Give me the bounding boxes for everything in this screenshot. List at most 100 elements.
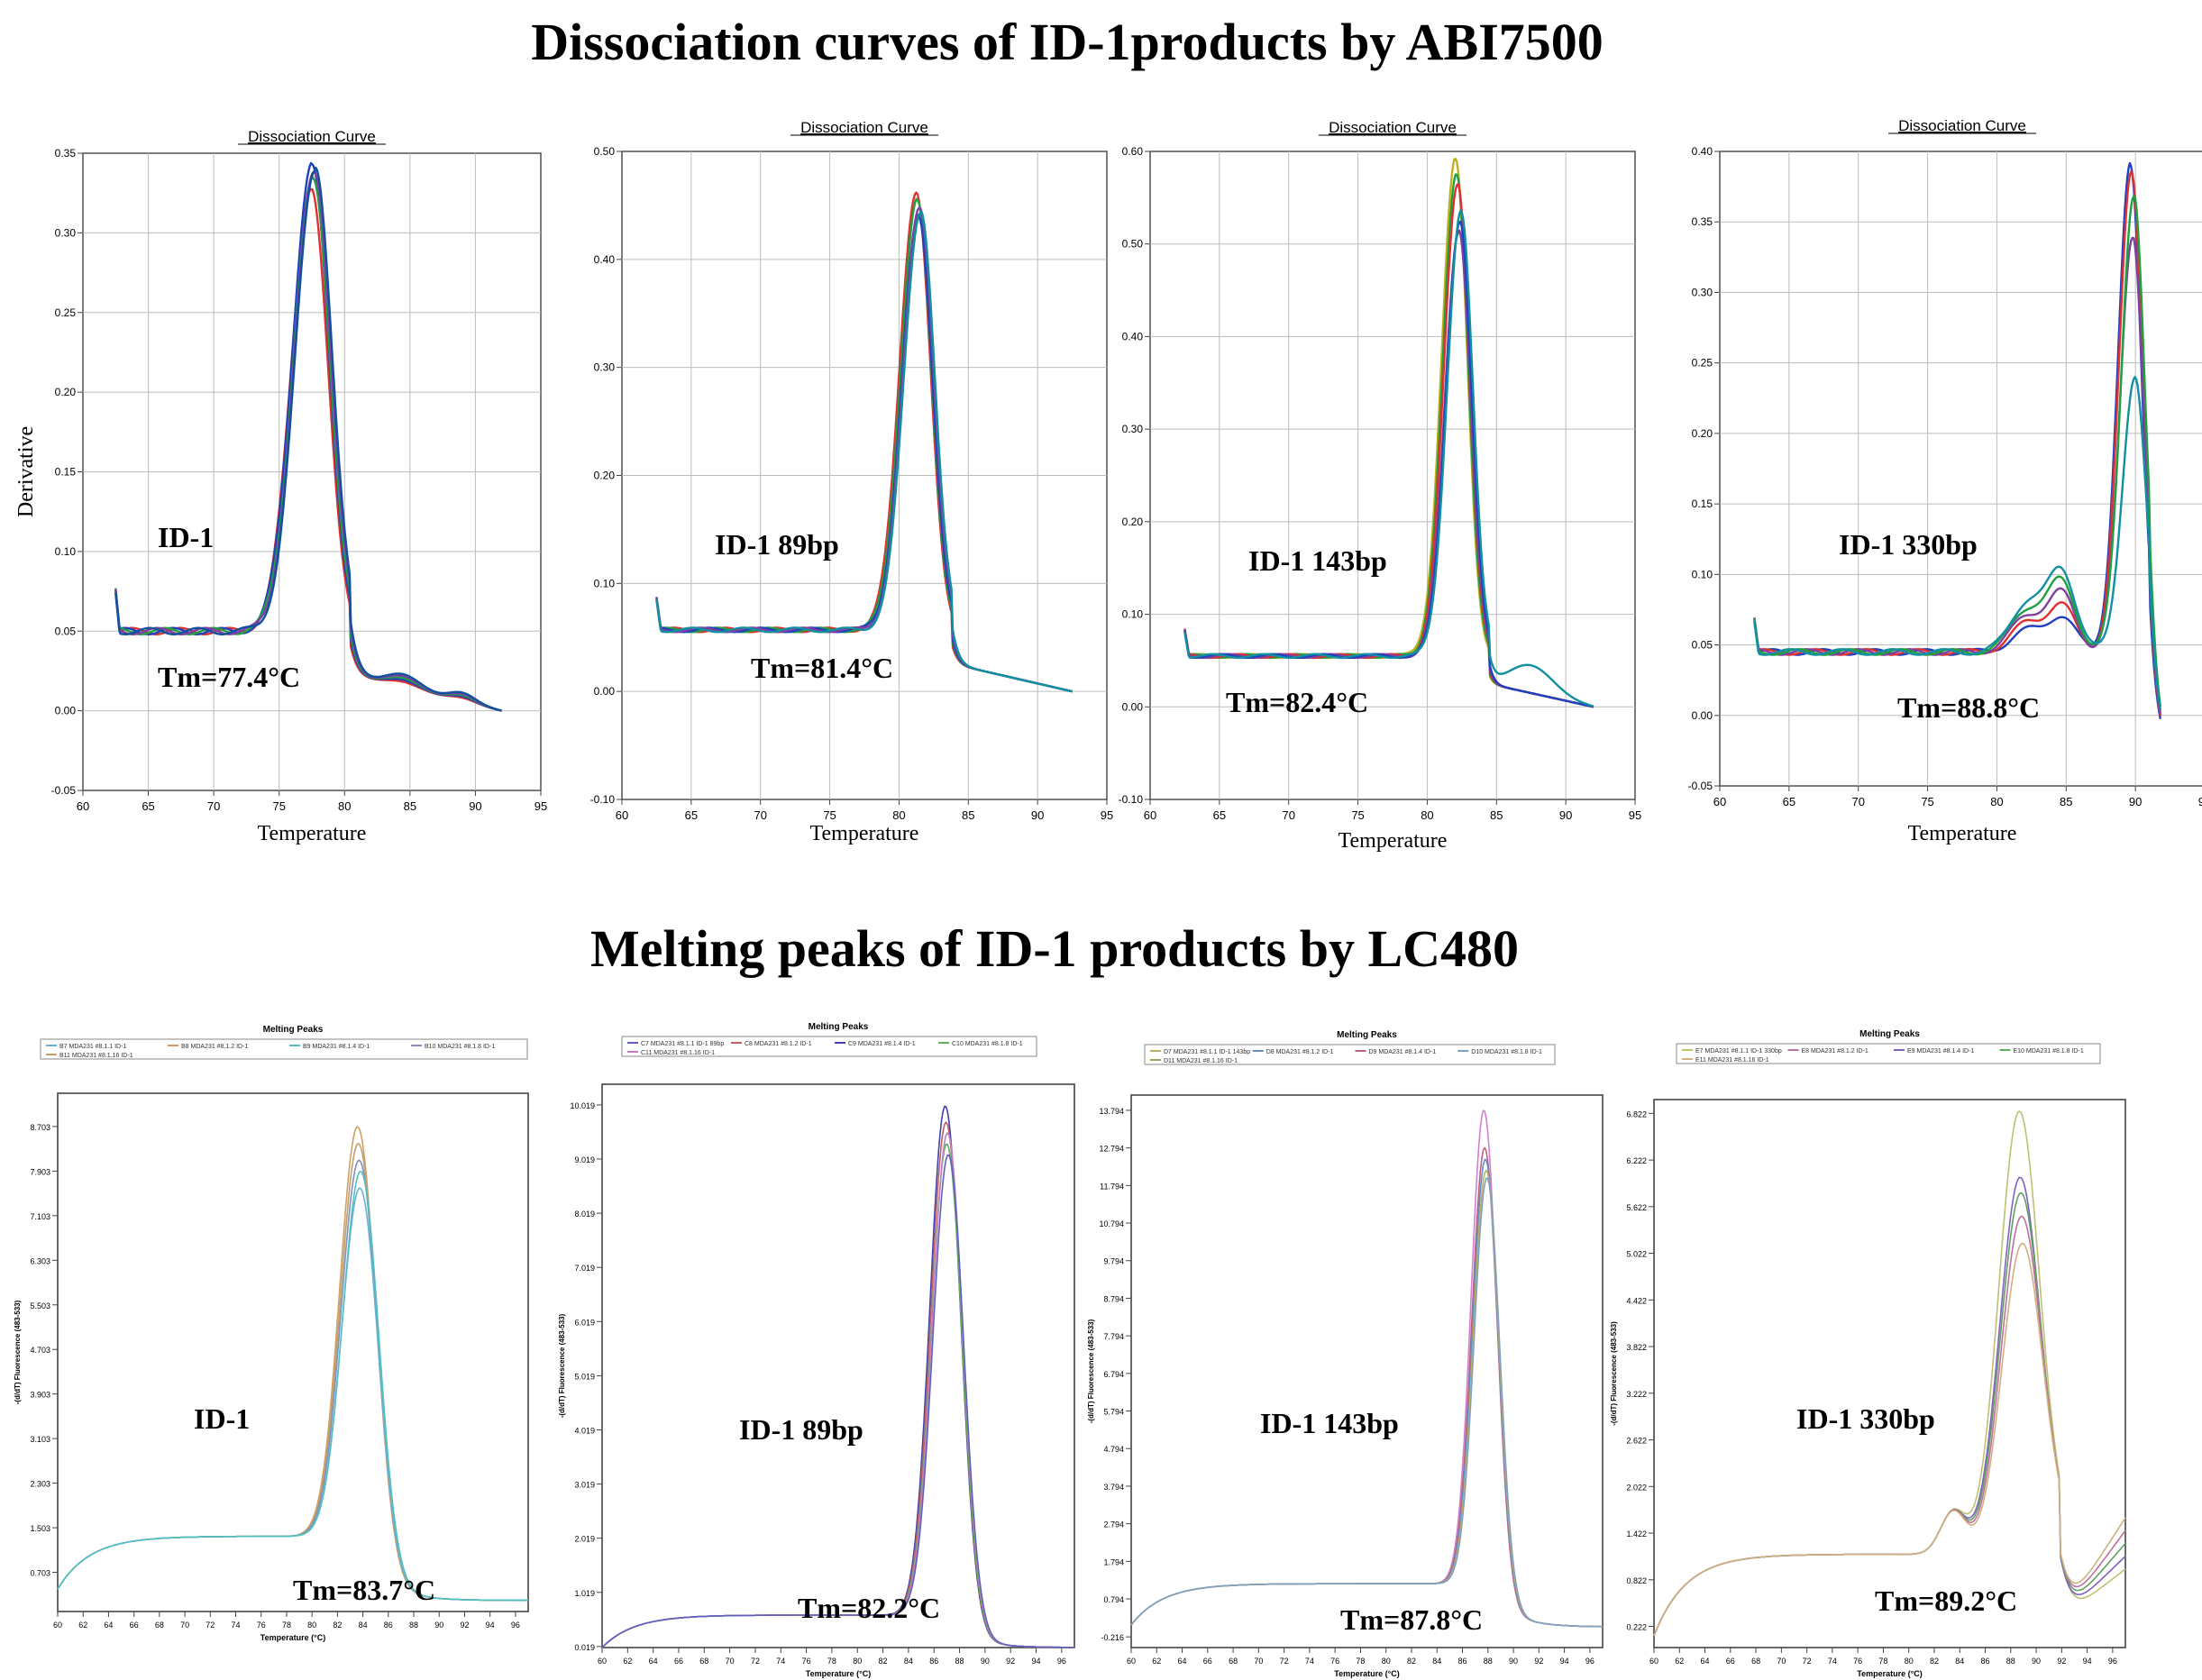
x-tick-label: 75 (823, 808, 836, 822)
y-tick-label: 4.703 (30, 1346, 50, 1355)
y-tick-label: 0.35 (1692, 215, 1713, 228)
legend-item: E9 MDA231 #8.1.4 ID-1 (1907, 1048, 1974, 1055)
y-tick-label: 1.422 (1626, 1529, 1647, 1538)
y-tick-label: 4.422 (1626, 1296, 1647, 1305)
x-axis-label: Temperature (°C) (260, 1633, 325, 1642)
y-axis-label: -(d/dT) Fluorescence (483-533) (14, 1300, 22, 1404)
y-tick-label: 6.303 (30, 1256, 50, 1265)
x-axis-label: Temperature (°C) (1334, 1669, 1399, 1678)
x-tick-label: 95 (2198, 795, 2202, 808)
chart-title: Dissociation Curve (1329, 119, 1457, 136)
y-tick-label: 0.222 (1626, 1623, 1647, 1632)
x-tick-label: 72 (1280, 1657, 1289, 1666)
y-tick-label: -0.10 (1119, 793, 1144, 806)
legend: E7 MDA231 #8.1.1 ID-1 330bp E8 MDA231 #8.… (1676, 1043, 2101, 1064)
y-tick-label: 0.10 (1122, 608, 1144, 621)
y-tick-label: 5.622 (1626, 1203, 1647, 1212)
x-tick-label: 74 (1305, 1657, 1314, 1666)
y-tick-label: 8.019 (574, 1210, 595, 1219)
x-tick-label: 80 (892, 808, 905, 822)
x-tick-label: 68 (155, 1621, 164, 1630)
x-tick-label: 82 (333, 1621, 342, 1630)
y-axis-label: Derivative (14, 426, 38, 517)
y-tick-label: 6.019 (574, 1318, 595, 1327)
y-tick-label: 0.019 (574, 1643, 595, 1652)
legend-item: B7 MDA231 #8.1.1 ID-1 (59, 1044, 126, 1050)
x-tick-label: 82 (879, 1657, 888, 1666)
x-tick-label: 60 (598, 1657, 607, 1666)
y-tick-label: 4.794 (1103, 1445, 1124, 1454)
y-tick-label: -0.05 (1688, 780, 1713, 792)
y-tick-label: 3.794 (1103, 1483, 1124, 1492)
product-label: ID-1 (158, 521, 214, 553)
plot-frame (1149, 151, 1636, 800)
legend-item: D11 MDA231 #8.1.16 ID-1 (1164, 1058, 1238, 1064)
y-tick-label: 0.30 (594, 361, 616, 374)
y-tick-label: 0.10 (594, 577, 616, 589)
series-line (1753, 376, 2161, 710)
x-tick-label: 94 (486, 1621, 495, 1630)
x-tick-label: 80 (1421, 808, 1433, 822)
y-tick-label: 0.00 (55, 705, 77, 717)
y-tick-label: 2.019 (574, 1535, 595, 1544)
y-tick-label: 0.60 (1122, 145, 1144, 158)
x-tick-label: 82 (1407, 1657, 1416, 1666)
x-tick-label: 65 (1213, 808, 1226, 822)
tm-label: Tm=83.7°C (293, 1574, 435, 1606)
y-tick-label: 7.903 (30, 1167, 50, 1176)
y-tick-label: 0.20 (594, 470, 616, 482)
x-tick-label: 70 (1777, 1657, 1786, 1666)
x-tick-label: 90 (2032, 1657, 2041, 1666)
y-tick-label: 3.822 (1626, 1343, 1647, 1352)
y-tick-label: 0.20 (1692, 427, 1713, 440)
x-tick-label: 94 (1032, 1657, 1041, 1666)
x-tick-label: 60 (77, 799, 89, 813)
x-tick-label: 78 (827, 1657, 836, 1666)
y-tick-label: 7.794 (1103, 1332, 1124, 1341)
x-tick-label: 64 (1178, 1657, 1187, 1666)
product-label: ID-1 89bp (715, 528, 839, 561)
y-tick-label: 4.019 (574, 1426, 595, 1435)
x-tick-label: 76 (1330, 1657, 1339, 1666)
chart-title: Dissociation Curve (800, 119, 928, 136)
y-tick-label: 0.00 (594, 685, 616, 698)
section-title-lc480: Melting peaks of ID-1 products by LC480 (590, 919, 1519, 978)
x-tick-label: 72 (751, 1657, 760, 1666)
legend-item: C11 MDA231 #8.1.16 ID-1 (641, 1050, 715, 1056)
x-tick-label: 85 (1490, 808, 1503, 822)
y-tick-label: 0.50 (594, 145, 616, 158)
x-tick-label: 90 (434, 1621, 443, 1630)
y-tick-label: 0.05 (55, 625, 77, 637)
x-tick-label: 62 (623, 1657, 632, 1666)
y-tick-label: 2.303 (30, 1480, 50, 1489)
legend-item: D7 MDA231 #8.1.1 ID-1 143bp (1164, 1049, 1250, 1055)
x-tick-label: 90 (1559, 808, 1572, 822)
x-tick-label: 62 (1675, 1657, 1684, 1666)
x-tick-label: 76 (257, 1621, 266, 1630)
x-tick-label: 80 (307, 1621, 316, 1630)
y-tick-label: 10.019 (570, 1101, 595, 1110)
series-line (1183, 209, 1594, 708)
legend-item: D8 MDA231 #8.1.2 ID-1 (1266, 1049, 1334, 1055)
x-tick-label: 76 (802, 1657, 811, 1666)
tm-label: Tm=82.2°C (798, 1592, 940, 1624)
x-axis-label: Temperature (1339, 829, 1448, 853)
tm-label: Tm=87.8°C (1340, 1603, 1483, 1636)
x-tick-label: 90 (1509, 1657, 1518, 1666)
product-label: ID-1 89bp (739, 1413, 863, 1446)
x-tick-label: 78 (282, 1621, 291, 1630)
x-tick-label: 62 (1152, 1657, 1161, 1666)
chart-title: Dissociation Curve (1898, 117, 2026, 134)
x-tick-label: 66 (1726, 1657, 1735, 1666)
y-tick-label: 0.50 (1122, 238, 1144, 251)
y-tick-label: 5.022 (1626, 1250, 1647, 1259)
x-tick-label: 75 (1921, 795, 1933, 808)
x-tick-label: 76 (1853, 1657, 1862, 1666)
x-tick-label: 86 (384, 1621, 393, 1630)
series-line (1130, 1177, 1603, 1628)
y-tick-label: 6.822 (1626, 1109, 1647, 1118)
x-tick-label: 66 (130, 1621, 139, 1630)
x-tick-label: 95 (1101, 808, 1113, 822)
series-line (1183, 220, 1594, 708)
